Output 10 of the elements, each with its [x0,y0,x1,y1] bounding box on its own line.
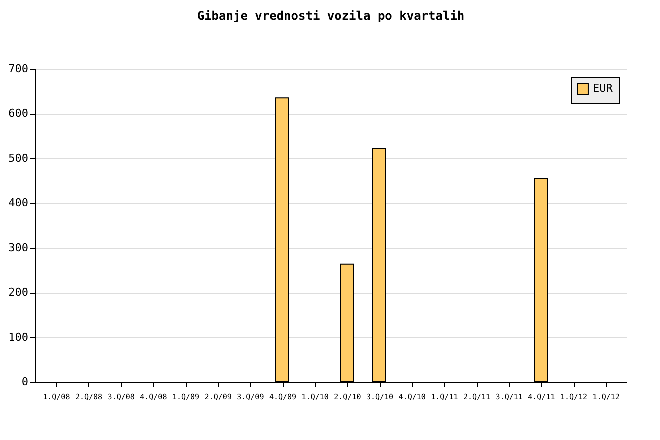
chart-title: Gibanje vrednosti vozila po kvartalih [197,9,465,23]
y-tick-label: 0 [22,376,28,388]
y-tick-label: 100 [8,330,28,344]
y-tick-label: 700 [8,62,28,76]
y-tick-label: 600 [8,107,28,120]
y-tick-label: 500 [8,152,28,165]
y-tick-label: 300 [8,241,28,254]
y-tick-label: 400 [8,196,28,210]
y-tick-label: 200 [8,286,28,300]
legend-label: EUR [593,82,614,95]
